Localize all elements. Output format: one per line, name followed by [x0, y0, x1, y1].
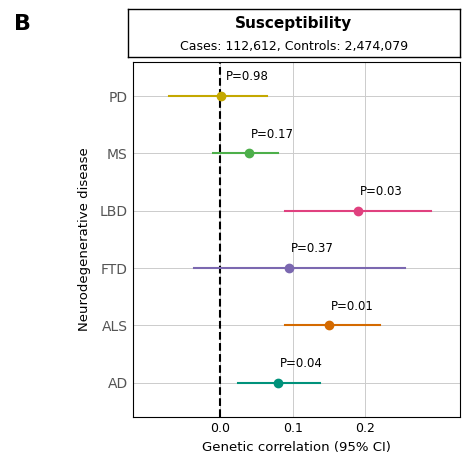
Text: P=0.04: P=0.04	[280, 357, 323, 370]
Text: P=0.01: P=0.01	[331, 300, 374, 313]
Text: B: B	[14, 14, 31, 34]
Text: P=0.17: P=0.17	[251, 128, 294, 141]
X-axis label: Genetic correlation (95% CI): Genetic correlation (95% CI)	[202, 440, 391, 454]
Text: P=0.98: P=0.98	[226, 71, 269, 83]
Text: P=0.37: P=0.37	[291, 242, 334, 255]
Text: P=0.03: P=0.03	[360, 185, 403, 198]
Y-axis label: Neurodegenerative disease: Neurodegenerative disease	[78, 147, 91, 331]
Text: Cases: 112,612, Controls: 2,474,079: Cases: 112,612, Controls: 2,474,079	[180, 40, 408, 53]
Text: Susceptibility: Susceptibility	[235, 16, 353, 31]
